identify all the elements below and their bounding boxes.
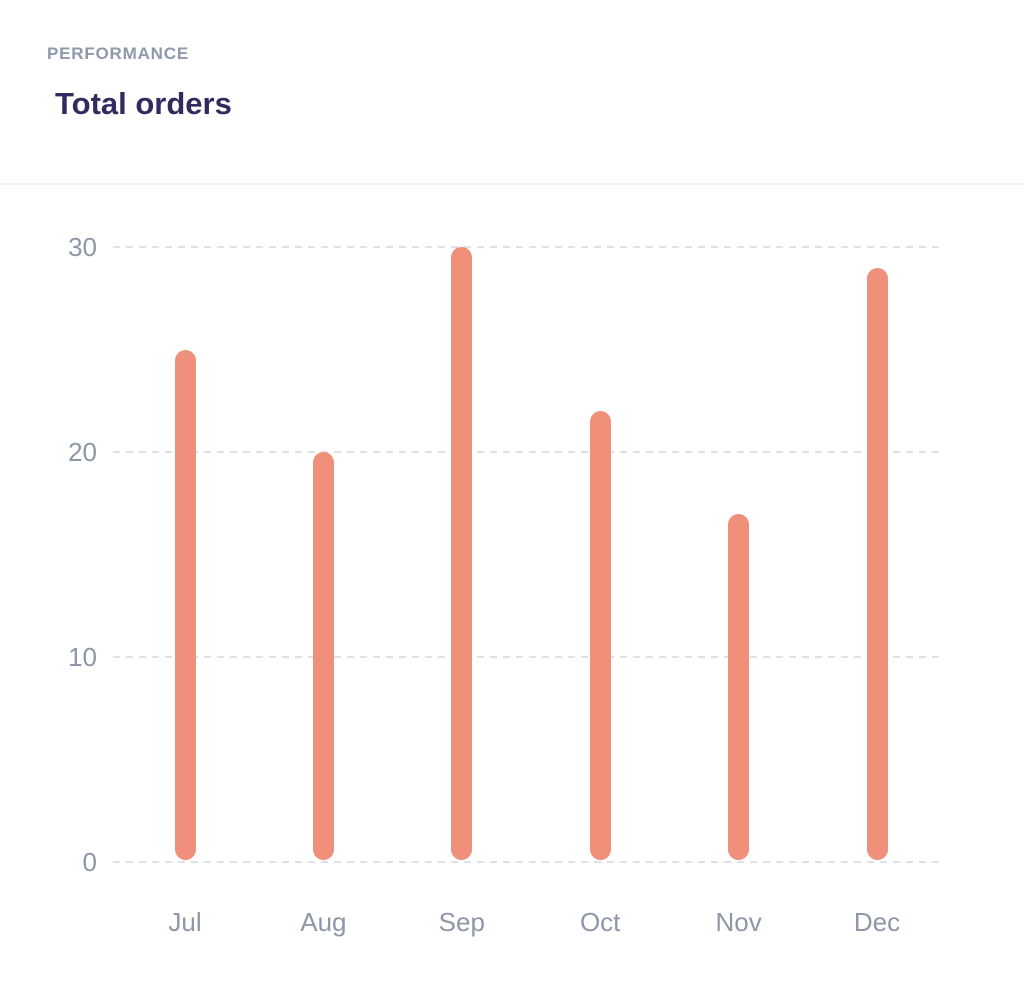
bar-sep[interactable] bbox=[451, 247, 473, 860]
bar-dec[interactable] bbox=[866, 267, 888, 860]
y-axis-tick-0: 0 bbox=[82, 847, 97, 877]
bar-oct[interactable] bbox=[589, 411, 611, 860]
card-header: PERFORMANCE Total orders bbox=[47, 44, 232, 122]
gridline-10 bbox=[113, 656, 945, 658]
gridline-20 bbox=[113, 451, 945, 453]
x-axis-tick-sep: Sep bbox=[438, 907, 485, 937]
chart-title: Total orders bbox=[55, 86, 232, 121]
bar-aug[interactable] bbox=[312, 452, 334, 860]
gridline-30 bbox=[113, 246, 945, 248]
y-axis-tick-30: 30 bbox=[68, 232, 97, 262]
gridline-0 bbox=[113, 861, 945, 863]
total-orders-bar-chart: 0 10 20 30 Jul Aug Sep Oct Nov Dec bbox=[0, 183, 1024, 993]
x-axis-tick-aug: Aug bbox=[300, 907, 347, 937]
x-axis-tick-jul: Jul bbox=[168, 907, 202, 937]
x-axis-tick-dec: Dec bbox=[853, 907, 901, 937]
bar-nov[interactable] bbox=[728, 513, 750, 860]
header-divider bbox=[0, 183, 1024, 185]
x-axis-tick-nov: Nov bbox=[715, 907, 762, 937]
y-axis-tick-20: 20 bbox=[68, 437, 97, 467]
bar-jul[interactable] bbox=[174, 349, 196, 860]
section-eyebrow: PERFORMANCE bbox=[47, 44, 189, 63]
x-axis-tick-oct: Oct bbox=[579, 907, 621, 937]
y-axis-tick-10: 10 bbox=[68, 642, 97, 672]
